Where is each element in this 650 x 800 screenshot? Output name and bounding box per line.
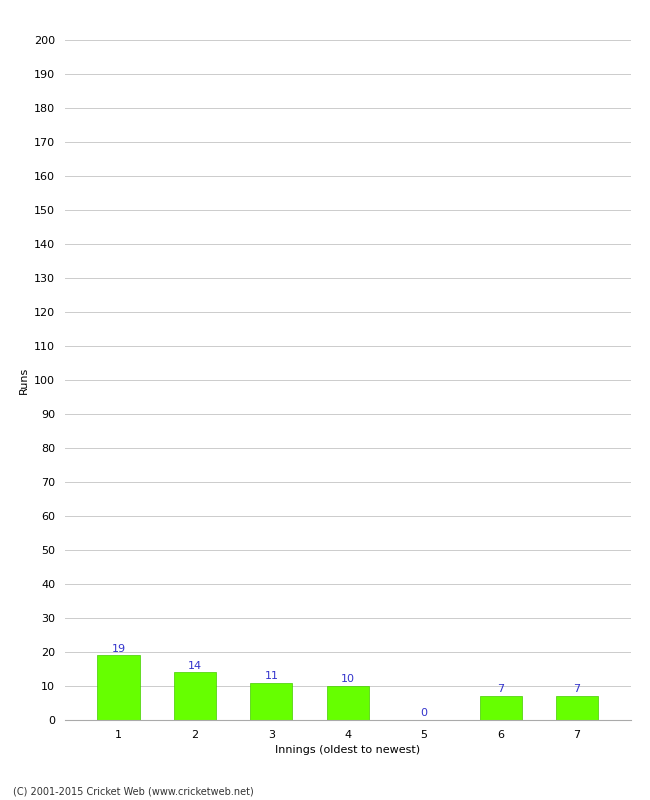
Bar: [98, 655, 140, 720]
Text: 7: 7: [497, 685, 504, 694]
X-axis label: Innings (oldest to newest): Innings (oldest to newest): [275, 746, 421, 755]
Y-axis label: Runs: Runs: [19, 366, 29, 394]
Text: 11: 11: [265, 671, 278, 681]
Text: 19: 19: [111, 644, 125, 654]
Bar: [174, 672, 216, 720]
Bar: [480, 696, 521, 720]
Text: 7: 7: [573, 685, 580, 694]
Bar: [556, 696, 598, 720]
Text: 0: 0: [421, 708, 428, 718]
Bar: [250, 682, 292, 720]
Text: (C) 2001-2015 Cricket Web (www.cricketweb.net): (C) 2001-2015 Cricket Web (www.cricketwe…: [13, 786, 254, 796]
Text: 14: 14: [188, 661, 202, 670]
Text: 10: 10: [341, 674, 355, 684]
Bar: [327, 686, 369, 720]
